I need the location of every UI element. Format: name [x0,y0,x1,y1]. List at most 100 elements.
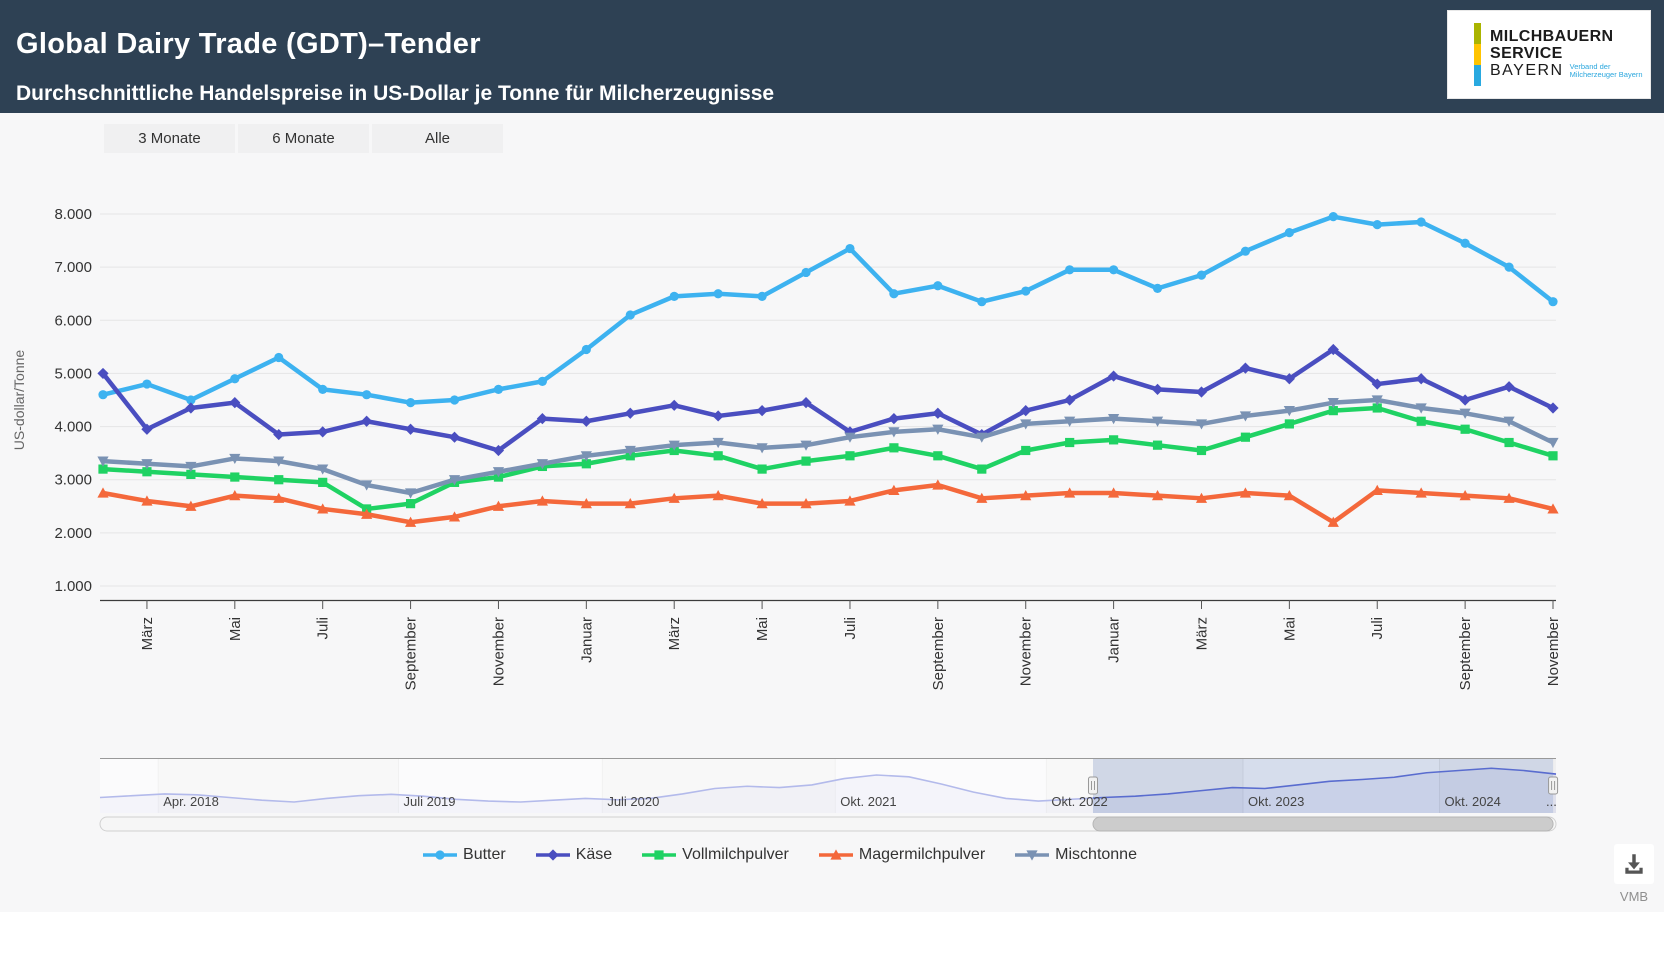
data-point-marker[interactable] [492,467,505,478]
data-point-marker[interactable] [581,344,591,355]
data-point-marker[interactable] [1372,220,1382,230]
data-point-marker[interactable] [317,503,329,514]
data-point-marker[interactable] [362,390,372,400]
scrollbar-thumb[interactable] [1092,816,1554,832]
data-point-marker[interactable] [1020,490,1032,501]
data-point-marker[interactable] [1151,416,1164,427]
data-point-marker[interactable] [800,498,812,509]
data-point-marker[interactable] [624,498,636,509]
data-point-marker[interactable] [274,352,284,363]
data-point-marker[interactable] [1065,437,1075,448]
data-point-marker[interactable] [536,459,548,470]
data-point-marker[interactable] [1328,212,1338,222]
data-point-marker[interactable] [1109,435,1119,445]
data-point-marker[interactable] [230,472,240,482]
data-point-marker[interactable] [625,310,635,320]
data-point-marker[interactable] [668,440,680,451]
range-button-3m[interactable]: 3 Monate [104,124,235,153]
data-point-marker[interactable] [141,495,153,506]
data-point-marker[interactable] [1065,265,1075,275]
data-point-marker[interactable] [1064,487,1076,498]
legend-item-butter[interactable]: Butter [423,846,506,864]
data-point-marker[interactable] [1504,437,1514,448]
data-point-marker[interactable] [1151,490,1164,501]
data-point-marker[interactable] [713,451,723,461]
data-point-marker[interactable] [1283,490,1295,501]
data-point-marker[interactable] [933,281,943,291]
data-point-marker[interactable] [932,479,944,490]
data-point-marker[interactable] [712,490,724,501]
data-point-marker[interactable] [405,499,416,509]
data-point-marker[interactable] [756,443,768,454]
data-point-marker[interactable] [274,475,284,485]
data-point-marker[interactable] [756,498,768,509]
data-point-marker[interactable] [1284,228,1294,238]
data-point-marker[interactable] [1371,484,1383,495]
data-point-marker[interactable] [536,495,548,506]
data-point-marker[interactable] [801,456,811,466]
download-button[interactable] [1614,844,1654,884]
data-point-marker[interactable] [845,451,855,461]
data-point-marker[interactable] [1547,503,1559,514]
data-point-marker[interactable] [1459,490,1471,501]
data-point-marker[interactable] [1284,419,1294,429]
data-point-marker[interactable] [801,267,811,278]
data-point-marker[interactable] [889,443,899,453]
data-point-marker[interactable] [888,484,900,495]
data-point-marker[interactable] [142,379,152,389]
data-point-marker[interactable] [1195,419,1208,430]
data-point-marker[interactable] [229,453,241,465]
legend-item-mischtonne[interactable]: Mischtonne [1015,846,1137,864]
data-point-marker[interactable] [404,488,417,499]
data-point-marker[interactable] [537,376,547,386]
data-point-marker[interactable] [492,444,505,457]
data-point-marker[interactable] [1064,394,1076,406]
data-point-marker[interactable] [141,423,153,435]
data-point-marker[interactable] [1547,437,1559,449]
data-point-marker[interactable] [1327,516,1339,527]
data-point-marker[interactable] [932,407,944,419]
data-point-marker[interactable] [318,384,328,394]
data-point-marker[interactable] [1195,386,1208,398]
data-point-marker[interactable] [668,492,680,503]
data-point-marker[interactable] [1196,445,1207,456]
legend-item-vollmilchpulver[interactable]: Vollmilchpulver [642,846,789,864]
range-button-6m[interactable]: 6 Monate [238,124,369,153]
data-point-marker[interactable] [1109,265,1119,275]
data-point-marker[interactable] [977,297,987,307]
data-point-marker[interactable] [1415,487,1427,498]
data-point-marker[interactable] [1415,403,1427,414]
data-point-marker[interactable] [1503,492,1515,503]
data-point-marker[interactable] [1327,398,1339,409]
data-point-marker[interactable] [1108,487,1120,498]
data-point-marker[interactable] [844,432,856,443]
legend-item-käse[interactable]: Käse [535,846,612,864]
data-point-marker[interactable] [1548,451,1558,461]
data-point-marker[interactable] [1196,270,1207,280]
data-point-marker[interactable] [845,243,855,254]
data-point-marker[interactable] [654,850,664,860]
data-point-marker[interactable] [361,415,373,427]
data-point-marker[interactable] [273,456,285,467]
data-point-marker[interactable] [1548,297,1558,307]
data-point-marker[interactable] [1240,432,1251,442]
data-point-marker[interactable] [1239,411,1252,422]
data-point-marker[interactable] [1021,445,1031,456]
data-point-marker[interactable] [889,289,899,299]
data-point-marker[interactable] [580,415,592,427]
data-point-marker[interactable] [844,495,856,506]
data-point-marker[interactable] [405,398,416,408]
data-point-marker[interactable] [185,500,197,511]
data-point-marker[interactable] [1503,416,1515,427]
data-point-marker[interactable] [888,413,900,425]
data-point-marker[interactable] [668,399,680,411]
data-point-marker[interactable] [1021,286,1031,296]
data-point-marker[interactable] [624,445,636,457]
data-point-marker[interactable] [1108,414,1120,425]
data-point-marker[interactable] [712,410,724,422]
data-point-marker[interactable] [536,413,548,425]
data-point-marker[interactable] [669,291,679,301]
data-point-marker[interactable] [185,402,197,414]
data-point-marker[interactable] [1504,262,1514,272]
data-point-marker[interactable] [1460,424,1470,434]
